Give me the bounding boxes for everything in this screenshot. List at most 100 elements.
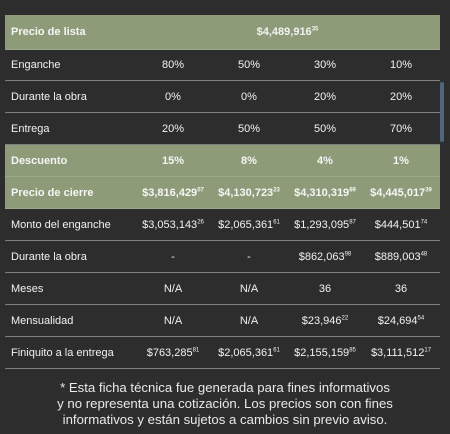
table-cell: 20% [161,122,185,135]
table-cell: N/A [239,282,259,295]
amount: $2,155,159 [294,346,350,359]
amount-decimals: 61 [273,218,280,225]
amount-decimals: 74 [420,218,428,225]
amount-decimals: 81 [192,346,200,353]
amount-decimals: 69 [349,186,356,193]
vertical-scrollbar[interactable] [440,82,444,142]
disclaimer-note: * Esta ficha técnica fue generada para f… [0,380,450,428]
table-cell: 36 [394,282,408,295]
table-cell: 50% [237,59,261,71]
amount: $1,293,095 [294,218,350,231]
amount: $4,310,319 [294,186,350,199]
amount: $3,111,512 [370,346,425,359]
table-cell: N/A [135,315,211,327]
disclaimer-line: y no representa una cotización. Los prec… [57,396,393,411]
table-cell: 20% [313,90,337,103]
table-cell: 30% [313,59,337,71]
table-cell: $2,065,36161 [211,219,287,231]
closing-price-row: Precio de cierre $3,816,42907 $4,130,723… [5,177,440,209]
table-row: Enganche 80% 50% 30% 10% [5,50,440,81]
table-cell: $23,94622 [287,315,363,327]
amount-decimals: 87 [349,218,356,225]
table-row: Durante la obra 0% 0% 20% 20% [5,81,440,113]
amount: $3,053,143 [142,218,198,231]
table-cell: 70% [389,122,413,135]
table-cell: 0% [165,90,181,103]
row-label: Enganche [11,59,61,71]
amount: $444,501 [374,218,421,231]
amount: - [247,250,251,263]
row-label: Monto del enganche [11,218,111,231]
table-cell: $3,053,14326 [135,219,211,231]
table-cell: - [211,251,287,263]
table-cell: - [135,251,211,263]
list-price-whole: $4,489,916 [256,26,312,38]
amount-decimals: 07 [197,186,204,193]
amount-decimals: 23 [273,186,280,193]
row-label: Finiquito a la entrega [11,346,114,359]
discount-row: Descuento 15% 8% 4% 1% [5,145,440,177]
list-price-label: Precio de lista [11,26,86,38]
table-cell: $24,69454 [363,315,439,327]
amount-decimals: 61 [273,346,280,353]
monthly-row: Mensualidad N/A N/A $23,94622 $24,69454 [5,305,440,337]
amount-decimals: 85 [349,346,356,353]
table-cell: $3,111,51217 [363,347,439,359]
table-row: Entrega 20% 50% 50% 70% [5,113,440,145]
disclaimer-line: informativos y están sujetos a cambios s… [62,412,388,427]
table-cell: $763,28581 [135,347,211,359]
discount-cell: 1% [393,154,409,167]
amount: $862,063 [298,250,345,263]
table-cell: 50% [313,122,337,135]
amount: $4,130,723 [218,186,274,199]
table-cell: $862,06398 [287,251,363,263]
down-payment-row: Monto del enganche $3,053,14326 $2,065,3… [5,209,440,241]
amount: N/A [163,314,183,327]
amount: $2,065,361 [218,346,274,359]
discount-cell: 8% [241,154,257,167]
closing-price-cell: $4,130,72323 [211,187,287,199]
months-row: Meses N/A N/A 36 36 [5,273,440,305]
row-label: Durante la obra [11,250,87,263]
row-label: Durante la obra [11,90,87,103]
table-cell: 50% [237,122,261,135]
discount-cell: 4% [317,154,333,167]
amount-decimals: 39 [425,186,432,193]
amount: $2,065,361 [218,218,274,231]
amount: $763,285 [146,346,193,359]
amount: - [171,250,175,263]
row-label: Meses [11,282,44,295]
amount: $4,445,017 [370,186,426,199]
table-cell: $2,155,15985 [287,347,363,359]
table-cell: $889,00348 [363,251,439,263]
closing-price-cell: $3,816,42907 [135,187,211,199]
table-cell: 36 [318,282,332,295]
amount-decimals: 17 [424,346,432,353]
row-label: Entrega [11,122,50,135]
amount-decimals: 22 [341,314,349,321]
settlement-row: Finiquito a la entrega $763,28581 $2,065… [5,337,440,369]
table-cell: 0% [241,90,257,103]
disclaimer-line: * Esta ficha técnica fue generada para f… [60,380,390,395]
pricing-table: Precio de lista $4,489,91635 Enganche 80… [5,15,440,369]
closing-price-cell: $4,445,01739 [363,187,439,199]
table-cell: 20% [389,90,413,103]
amount-decimals: 48 [420,250,428,257]
list-price-decimals: 35 [311,26,319,33]
table-cell: N/A [211,315,287,327]
closing-price-cell: $4,310,31969 [287,187,363,199]
closing-price-label: Precio de cierre [11,186,94,199]
amount: $24,694 [377,314,418,327]
discount-cell: 15% [161,154,185,167]
table-cell: N/A [163,282,183,295]
amount-decimals: 98 [344,250,352,257]
table-cell: $1,293,09587 [287,219,363,231]
table-cell: $2,065,36161 [211,347,287,359]
list-price-row: Precio de lista $4,489,91635 [5,15,440,50]
amount-decimals: 26 [197,218,204,225]
list-price-value: $4,489,91635 [135,26,440,38]
table-cell: $444,50174 [363,219,439,231]
table-cell: 80% [161,59,185,71]
amount: N/A [239,314,259,327]
amount: $23,946 [301,314,342,327]
